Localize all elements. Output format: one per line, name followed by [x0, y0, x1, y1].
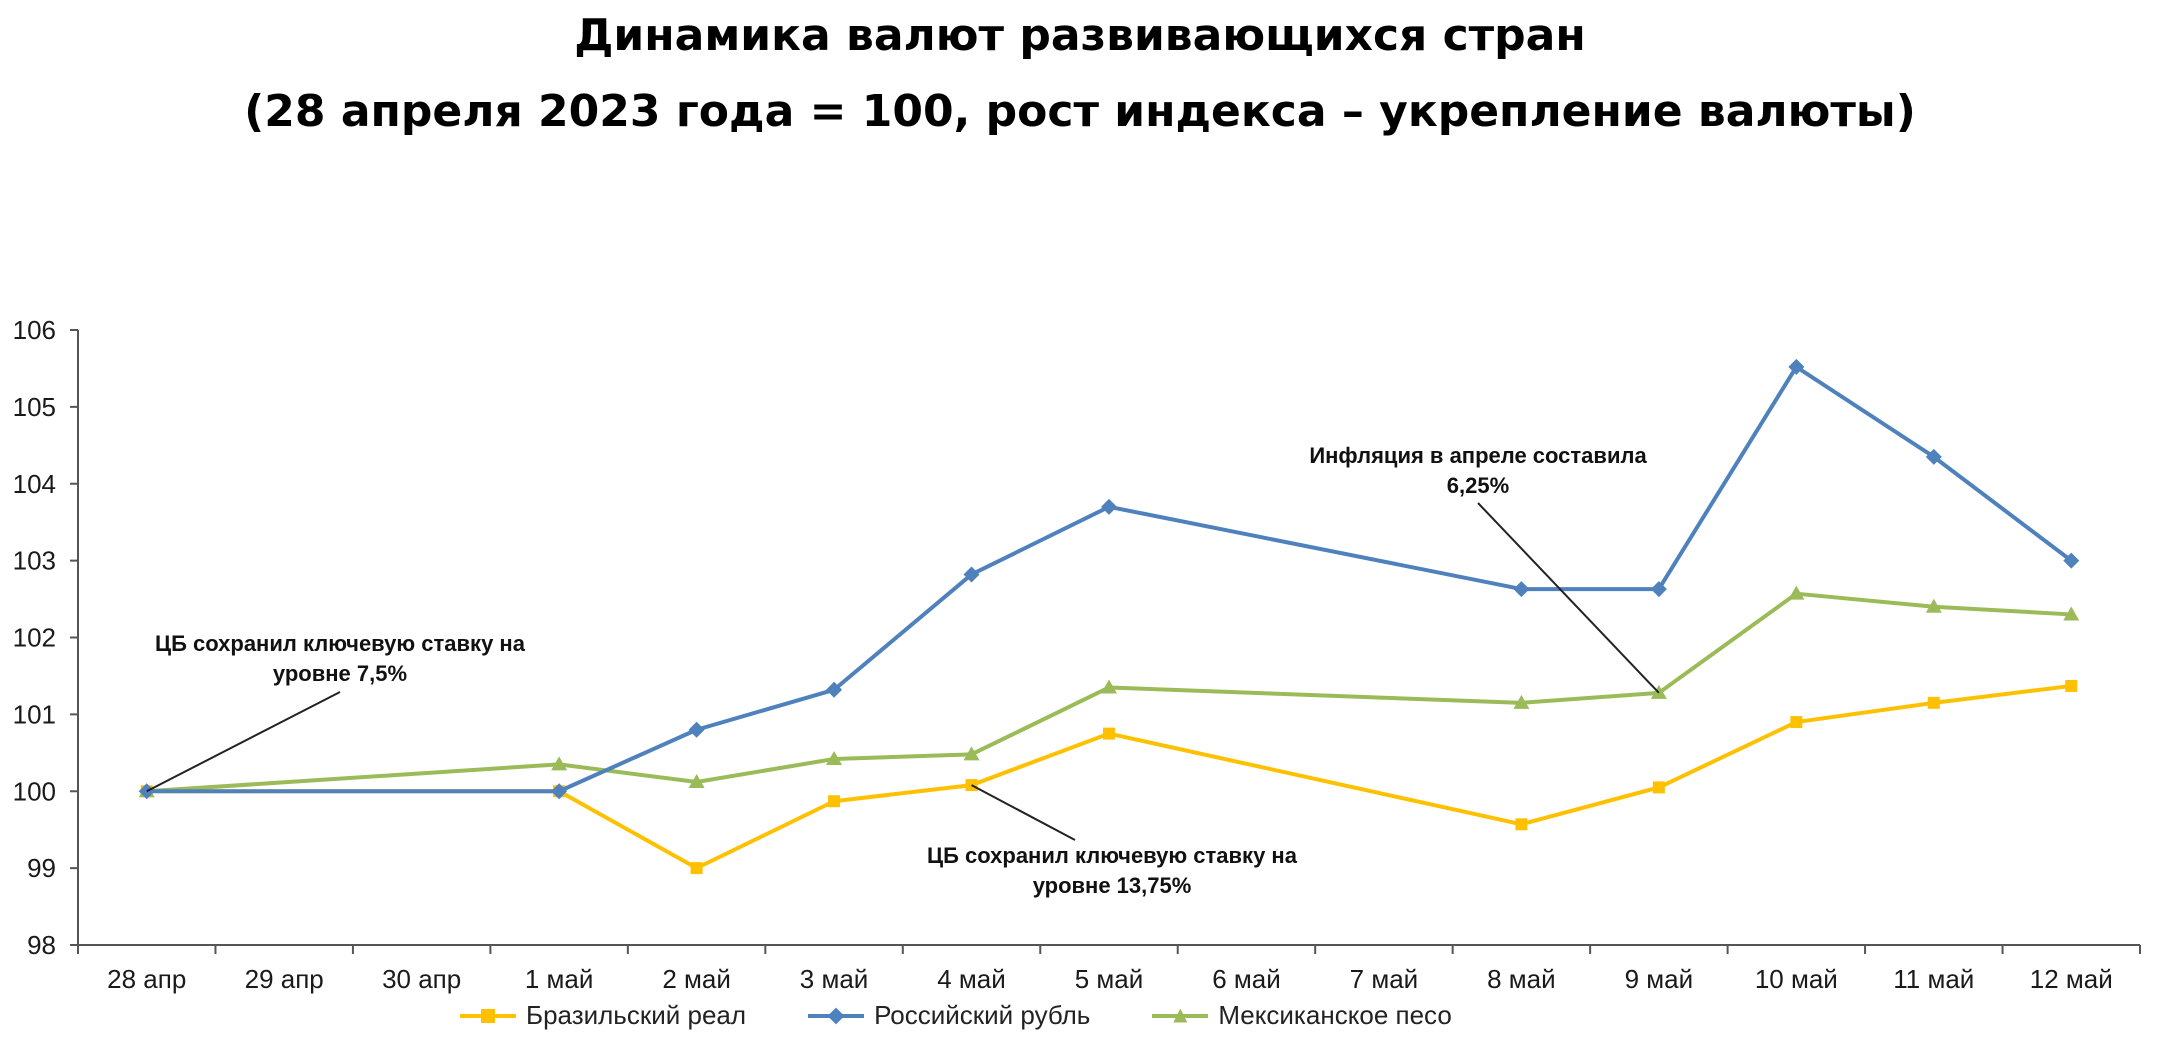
data-point-diamond	[1101, 498, 1117, 515]
legend-swatch	[460, 1006, 516, 1026]
x-tick-label: 4 май	[937, 964, 1006, 994]
x-tick-label: 3 май	[800, 964, 869, 994]
annotation-text: Инфляция в апреле составила	[1309, 443, 1647, 468]
legend-item: Мексиканское песо	[1152, 1000, 1452, 1031]
data-point-square	[1927, 696, 1940, 709]
data-point-square	[828, 795, 841, 808]
x-tick-label: 11 май	[1893, 964, 1974, 994]
data-point-diamond	[688, 721, 705, 738]
data-point-triangle	[688, 774, 705, 789]
y-tick-label: 106	[13, 315, 56, 345]
annotation-text: уровне 7,5%	[273, 661, 407, 686]
y-tick-label: 103	[13, 546, 56, 576]
data-point-triangle	[1101, 679, 1117, 694]
y-tick-label: 104	[13, 469, 56, 499]
x-tick-label: 1 май	[525, 964, 594, 994]
chart-subtitle: (28 апреля 2023 года = 100, рост индекса…	[244, 86, 1916, 137]
y-tick-label: 105	[13, 392, 56, 422]
data-point-triangle	[1925, 598, 1942, 613]
data-point-triangle	[1513, 694, 1530, 709]
y-tick-label: 98	[27, 930, 56, 960]
legend-label: Мексиканское песо	[1218, 1000, 1452, 1030]
x-tick-label: 28 апр	[107, 964, 186, 994]
x-tick-label: 2 май	[662, 964, 731, 994]
y-tick-label: 101	[13, 699, 56, 729]
annotation-text: 6,25%	[1447, 473, 1509, 498]
y-tick-label: 100	[13, 776, 56, 806]
x-tick-label: 8 май	[1487, 964, 1556, 994]
data-point-square	[1515, 818, 1528, 831]
data-point-square	[1652, 781, 1665, 794]
x-tick-label: 6 май	[1212, 964, 1281, 994]
data-point-triangle	[2063, 606, 2080, 621]
data-point-triangle	[1788, 585, 1805, 600]
data-point-diamond	[1513, 581, 1530, 598]
data-point-diamond	[1650, 581, 1667, 598]
data-point-diamond	[1925, 448, 1942, 465]
data-point-diamond	[826, 681, 843, 698]
legend-label: Российский рубль	[874, 1000, 1091, 1030]
data-point-triangle	[963, 746, 980, 761]
x-tick-label: 5 май	[1075, 964, 1144, 994]
data-point-triangle	[826, 750, 843, 765]
data-point-diamond	[551, 783, 568, 800]
data-point-triangle	[551, 756, 568, 771]
data-point-diamond	[2063, 552, 2080, 569]
legend-item: Бразильский реал	[460, 1000, 746, 1031]
annotation-leader-line	[146, 691, 341, 793]
annotation-leader-line	[971, 784, 1076, 841]
x-tick-label: 10 май	[1755, 964, 1838, 994]
legend-swatch	[808, 1006, 865, 1026]
annotation-text: ЦБ сохранил ключевую ставку на	[927, 843, 1298, 868]
data-point-square	[1790, 716, 1803, 729]
x-tick-label: 29 апр	[245, 964, 324, 994]
x-tick-label: 12 май	[2030, 964, 2113, 994]
legend-label: Бразильский реал	[526, 1000, 747, 1030]
legend-swatch	[1152, 1006, 1209, 1026]
x-tick-label: 9 май	[1625, 964, 1694, 994]
data-point-square	[1103, 727, 1115, 740]
data-point-diamond	[963, 566, 980, 583]
y-tick-label: 102	[13, 623, 56, 653]
line-chart: 98 99 100 101 102 103 104 105 106 28 апр 29 апр 30 …	[13, 315, 2141, 994]
legend-item: Российский рубль	[808, 1000, 1090, 1031]
y-tick-label: 99	[27, 853, 56, 883]
annotation-text: ЦБ сохранил ключевую ставку на	[155, 631, 526, 656]
series-line-brl	[146, 683, 2072, 871]
x-tick-label: 7 май	[1350, 964, 1419, 994]
annotation-leader-line	[1477, 502, 1660, 694]
annotation-text: уровне 13,75%	[1033, 873, 1192, 898]
data-point-square	[690, 862, 703, 875]
x-tick-label: 30 апр	[382, 964, 461, 994]
data-point-diamond	[1788, 358, 1805, 375]
data-point-square	[2065, 679, 2078, 692]
chart-title: Динамика валют развивающихся стран	[574, 10, 1586, 61]
chart-legend: Бразильский реал Российский рубль Мексикан…	[460, 1000, 1452, 1031]
